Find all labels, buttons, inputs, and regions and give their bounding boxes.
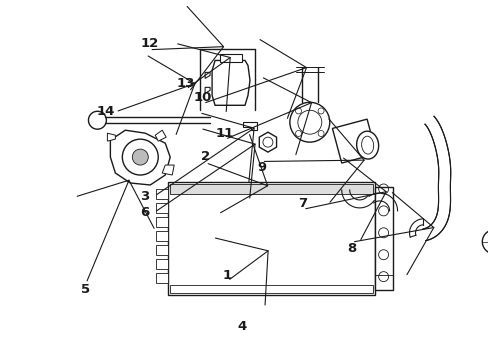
- Text: 7: 7: [298, 197, 307, 210]
- Polygon shape: [243, 122, 256, 130]
- Text: 2: 2: [201, 150, 210, 163]
- Text: 3: 3: [140, 190, 149, 203]
- Bar: [156, 203, 168, 213]
- Text: 14: 14: [96, 105, 115, 118]
- Bar: [156, 259, 168, 269]
- Bar: [156, 217, 168, 227]
- Polygon shape: [259, 132, 276, 152]
- Bar: [170, 285, 372, 293]
- Bar: [332, 119, 376, 163]
- Polygon shape: [204, 87, 210, 93]
- Polygon shape: [422, 116, 450, 240]
- Polygon shape: [212, 60, 249, 105]
- Polygon shape: [110, 130, 170, 185]
- Bar: [156, 273, 168, 283]
- Ellipse shape: [356, 131, 378, 159]
- Text: 5: 5: [81, 283, 90, 296]
- Text: 9: 9: [257, 161, 265, 174]
- Text: 4: 4: [237, 320, 246, 333]
- Text: 8: 8: [346, 242, 356, 255]
- Bar: [156, 189, 168, 199]
- Polygon shape: [162, 165, 174, 175]
- Text: 10: 10: [193, 91, 212, 104]
- Text: 1: 1: [223, 269, 231, 282]
- Ellipse shape: [361, 136, 373, 154]
- Bar: [168, 182, 374, 294]
- Text: 12: 12: [140, 37, 158, 50]
- Bar: [374, 187, 392, 289]
- Polygon shape: [155, 130, 166, 141]
- Bar: [156, 245, 168, 255]
- Bar: [220, 54, 242, 62]
- Polygon shape: [107, 133, 115, 141]
- Bar: [156, 231, 168, 241]
- Text: 11: 11: [215, 127, 234, 140]
- Polygon shape: [204, 72, 210, 78]
- Bar: [170, 184, 372, 194]
- Circle shape: [132, 149, 148, 165]
- Text: 6: 6: [140, 206, 149, 219]
- Text: 13: 13: [177, 77, 195, 90]
